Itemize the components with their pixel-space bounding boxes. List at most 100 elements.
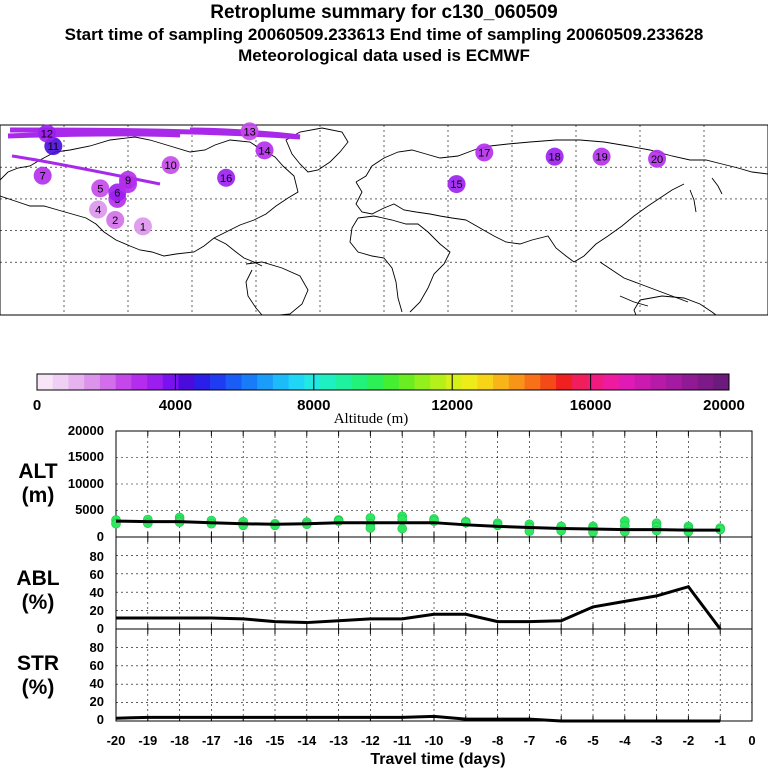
colorbar-cell (603, 374, 620, 390)
colorbar-cell (383, 374, 400, 390)
cluster-marker (89, 200, 108, 219)
met-data-note: Meteorological data used is ECMWF (238, 46, 530, 65)
alt-cluster-point (365, 523, 376, 533)
colorbar-tick-12000: 12000 (431, 397, 473, 414)
alt-panel-title: ALT (18, 460, 57, 483)
x-tick-label: -13 (329, 733, 348, 748)
abl-ytick-label: 40 (90, 585, 104, 600)
cluster-label: 6 (114, 188, 120, 200)
colorbar-major-ticks (174, 374, 592, 390)
colorbar-cell (398, 374, 415, 390)
x-tick-label: -19 (138, 733, 157, 748)
str-ytick-label: 0 (97, 712, 104, 727)
colorbar-tick-20000: 20000 (703, 397, 745, 414)
colorbar-cell (650, 374, 667, 390)
cluster-label: 20 (651, 154, 663, 166)
cluster-marker (545, 147, 564, 166)
x-tick-label: -16 (234, 733, 253, 748)
colorbar-cell (634, 374, 651, 390)
colorbar-cell (288, 374, 305, 390)
colorbar-cell (115, 374, 132, 390)
alt-ytick-label: 10000 (68, 476, 104, 491)
cluster-label: 10 (165, 160, 177, 172)
colorbar-tick-0: 0 (33, 397, 41, 414)
alt-ytick-label: 0 (97, 529, 104, 544)
str-panel-units: (%) (22, 676, 55, 699)
colorbar-cell (257, 374, 274, 390)
x-tick-label: -5 (587, 733, 599, 748)
colorbar-tick-16000: 16000 (570, 397, 612, 414)
colorbar-cell (131, 374, 148, 390)
colorbar-cell (713, 374, 730, 390)
alt-cluster-point (397, 523, 408, 534)
x-tick-label: -3 (651, 733, 663, 748)
abl-ytick-label: 60 (90, 567, 104, 582)
str-ytick-label: 40 (90, 676, 104, 691)
cluster-label: 15 (450, 179, 462, 191)
str-ytick-label: 80 (90, 640, 104, 655)
x-tick-label: -2 (683, 733, 695, 748)
colorbar-cell (241, 374, 258, 390)
x-tick-label: -15 (266, 733, 285, 748)
cluster-marker (475, 143, 494, 162)
colorbar-cell (618, 374, 636, 390)
x-tick-label: -10 (425, 733, 444, 748)
colorbar-tick-8000: 8000 (297, 397, 330, 414)
coastlines (0, 127, 768, 316)
colorbar-label: Altitude (m) (334, 411, 409, 427)
alt-ytick-label: 5000 (75, 502, 104, 517)
alt-ytick-label: 20000 (68, 423, 104, 438)
chart-title: Retroplume summary for c130_060509 (210, 2, 558, 23)
x-tick-label: -6 (555, 733, 567, 748)
cluster-marker (161, 156, 180, 175)
str-ytick-label: 20 (90, 694, 104, 709)
cluster-label: 2 (112, 215, 118, 227)
str-panel-title: STR (17, 652, 59, 675)
colorbar-cell (493, 374, 510, 390)
altitude-colorbar: 0 4000 8000 12000 16000 20000 Altitude (… (33, 373, 745, 427)
cluster-marker (33, 166, 52, 185)
colorbar-cell (477, 374, 494, 390)
cluster-marker (240, 122, 259, 141)
alt-cluster-point (143, 518, 153, 529)
cluster-markers: 1234567891011121314151617181920 (33, 122, 667, 236)
cluster-marker (106, 211, 125, 229)
abl-panel-units: (%) (22, 591, 55, 614)
cluster-label: 19 (595, 152, 607, 164)
colorbar-cell (335, 374, 353, 390)
x-tick-label: -4 (619, 733, 631, 748)
colorbar-cell (304, 374, 321, 390)
cluster-marker (592, 147, 611, 166)
colorbar-cell (587, 374, 604, 390)
x-tick-label: -20 (107, 733, 126, 748)
colorbar-cell (162, 374, 180, 390)
cluster-label: 14 (258, 145, 270, 157)
abl-panel-title: ABL (16, 567, 59, 590)
colorbar-cell (99, 374, 117, 390)
cluster-marker (648, 149, 667, 168)
x-tick-label: -12 (361, 733, 380, 748)
sampling-times: Start time of sampling 20060509.233613 E… (64, 25, 704, 44)
alt-cluster-point (683, 526, 694, 537)
cluster-label: 5 (97, 183, 103, 195)
x-tick-label: 0 (748, 733, 755, 748)
cluster-marker (119, 170, 137, 189)
x-tick-label: -7 (524, 733, 536, 748)
cluster-marker (217, 168, 236, 187)
cluster-label: 12 (41, 128, 53, 140)
x-tick-label: -1 (714, 733, 726, 748)
colorbar-cell (524, 374, 541, 390)
alt-series-line (115, 519, 721, 532)
colorbar-cell (225, 374, 242, 390)
colorbar-cell (540, 374, 557, 390)
colorbar-cell (178, 374, 195, 390)
colorbar-cell (351, 374, 368, 390)
colorbar-frame (36, 373, 730, 391)
x-tick-label: -17 (202, 733, 221, 748)
str-series-line (115, 714, 721, 723)
abl-ytick-label: 20 (90, 603, 104, 618)
colorbar-cell (697, 374, 714, 390)
colorbar-cell (681, 374, 699, 390)
alt-ytick-label: 15000 (68, 449, 104, 464)
